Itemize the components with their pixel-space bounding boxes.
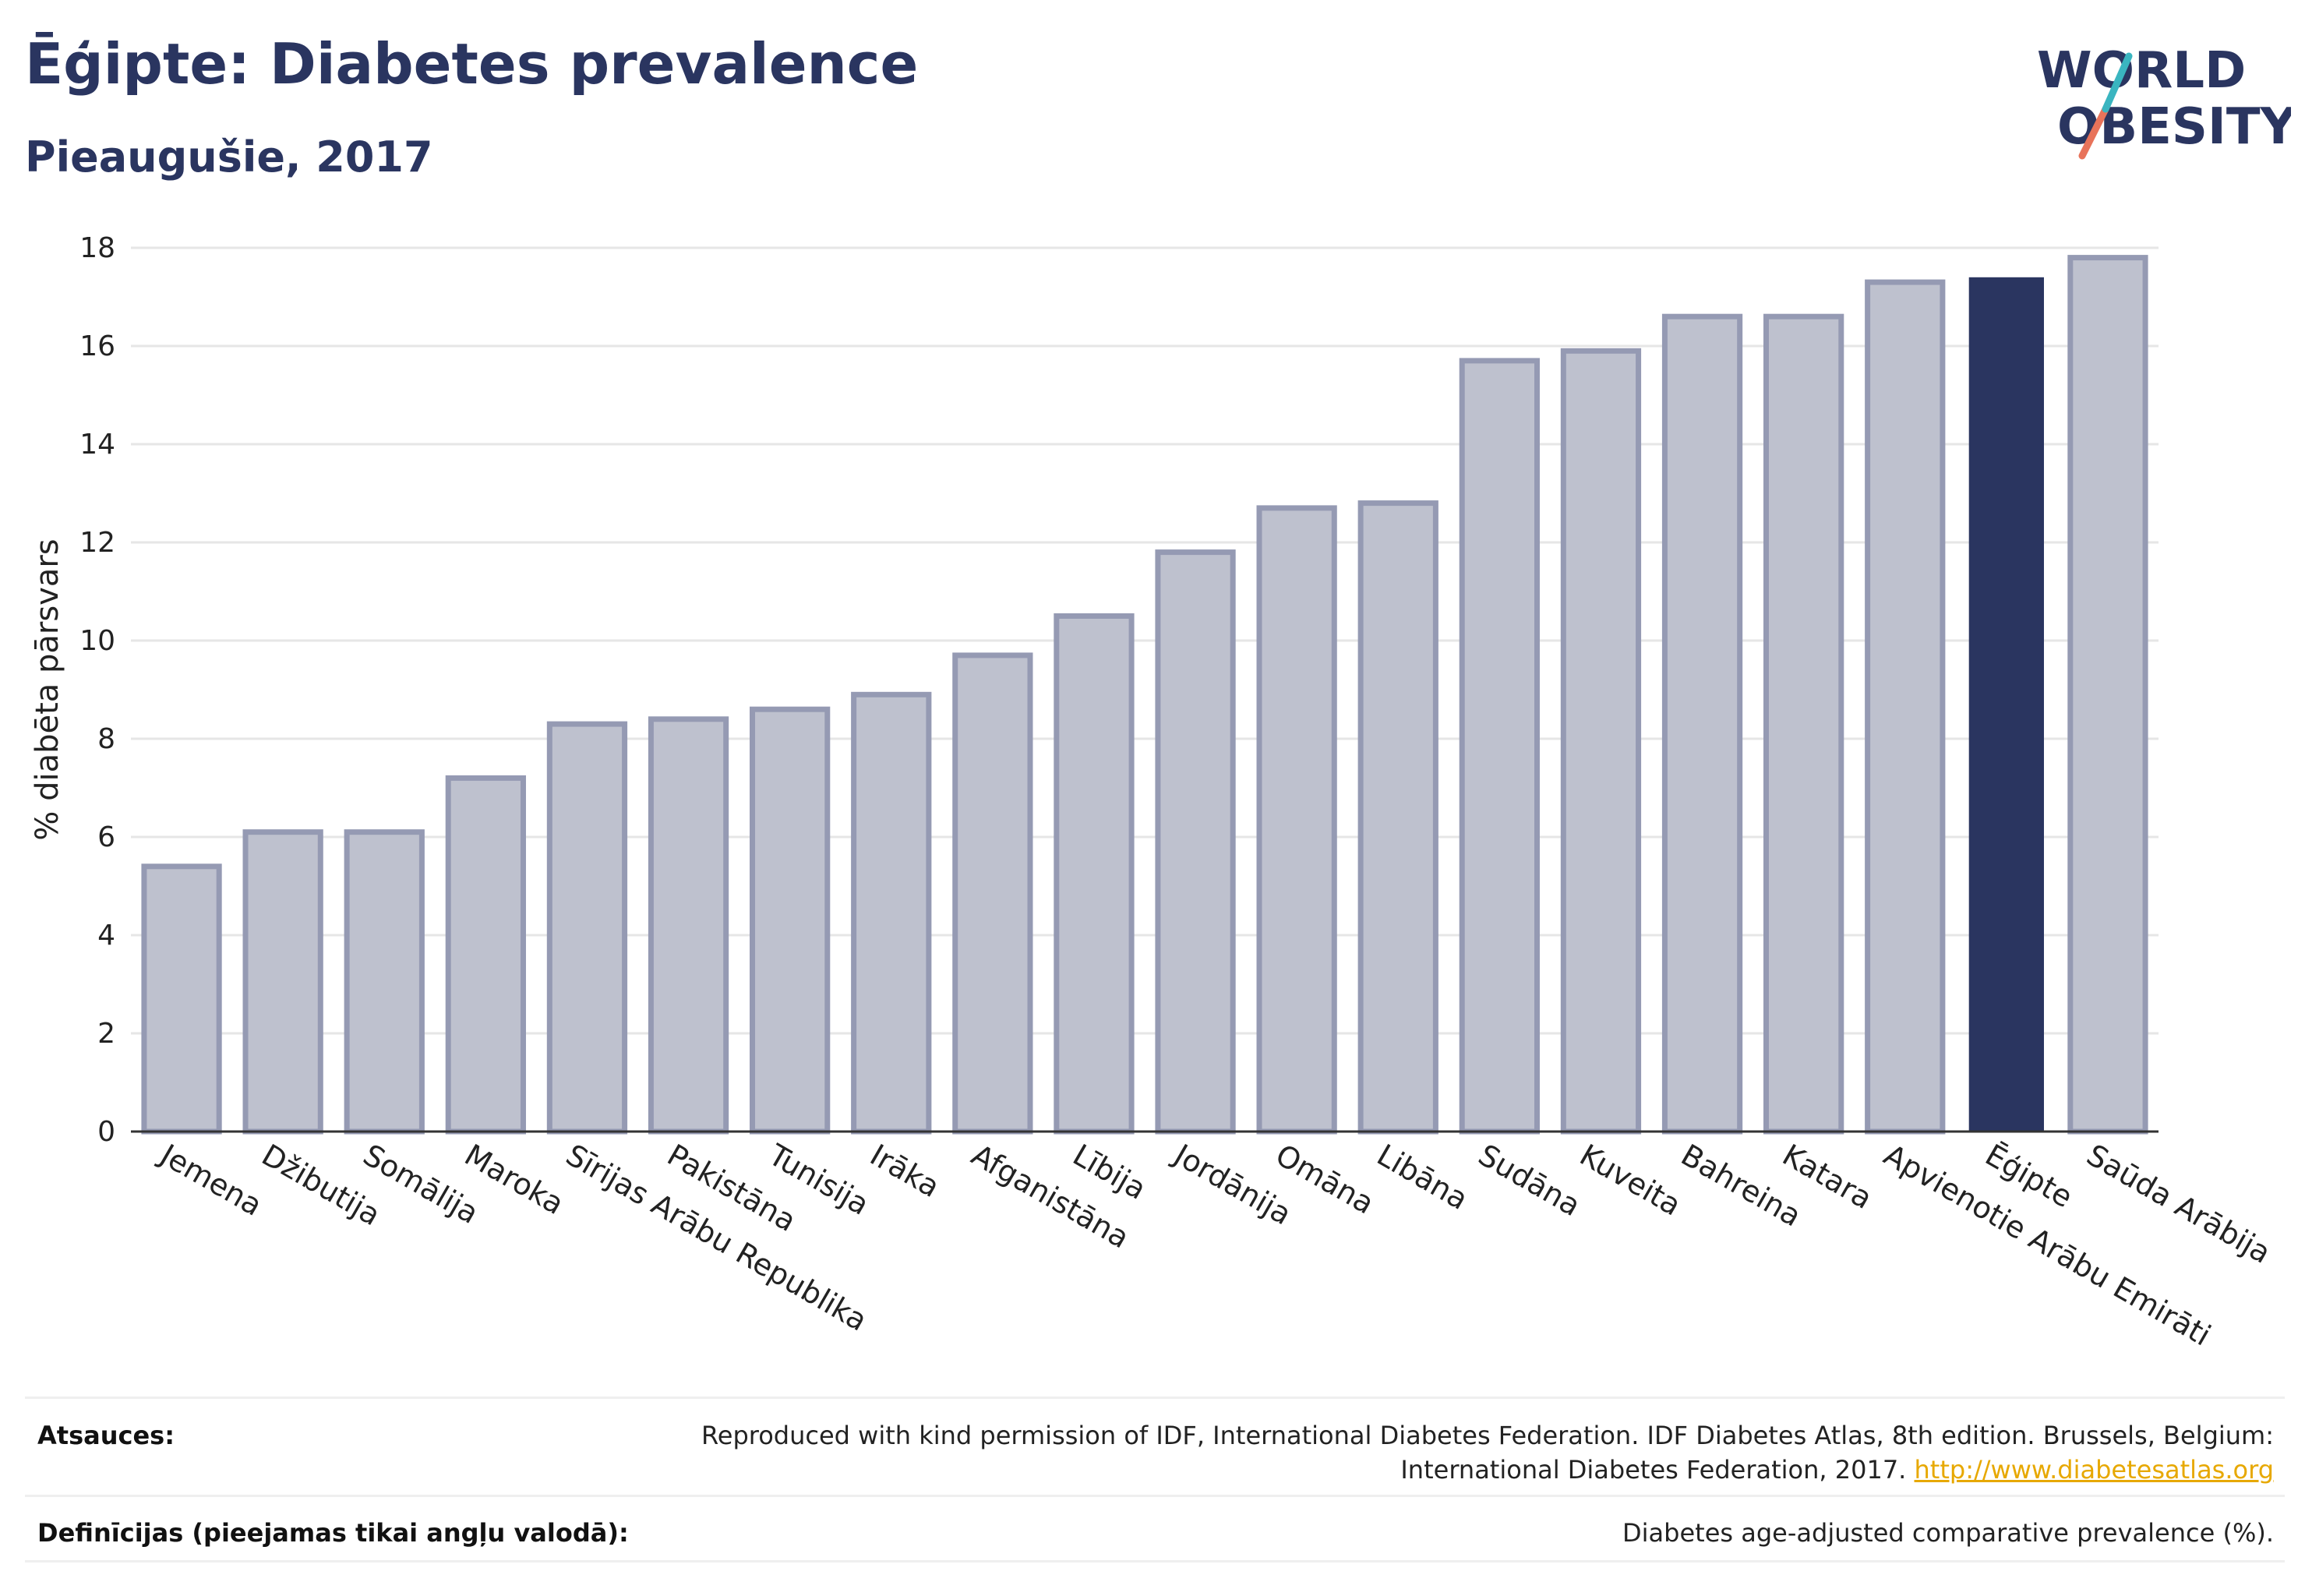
y-tick-label: 14 [79,429,115,461]
bar [1560,348,1642,1135]
y-tick-label: 2 [97,1018,115,1050]
bar [750,706,831,1135]
x-tick-label: Jemena [154,1137,268,1223]
bar [952,652,1033,1135]
definitions-text: Diabetes age-adjusted comparative preval… [1622,1518,2274,1548]
svg-text:WORLD: WORLD [2037,42,2246,100]
bar [1357,500,1438,1135]
sources-text: Reproduced with kind permission of IDF, … [701,1418,2274,1487]
bar [851,691,932,1135]
sources-line-2: International Diabetes Federation, 2017.… [701,1453,2274,1487]
x-tick-label: Jordānija [1167,1137,1297,1232]
bar [1054,613,1135,1135]
page-subtitle: Pieaugušie, 2017 [25,132,433,182]
bar [242,829,323,1135]
bar [1968,277,2044,1132]
bar [1865,279,1946,1135]
bar [141,863,222,1135]
y-tick-label: 8 [97,723,115,755]
sources-line-2-text: International Diabetes Federation, 2017. [1400,1455,1907,1485]
y-tick-label: 6 [97,821,115,853]
x-tick-label: Sudāna [1473,1138,1587,1223]
y-tick-label: 0 [97,1116,115,1148]
page-title: Ēģipte: Diabetes prevalence [25,31,919,97]
sources-line-1: Reproduced with kind permission of IDF, … [701,1421,2274,1450]
bar [1661,313,1743,1135]
bar [1763,313,1844,1135]
x-tick-label: Irāka [864,1138,945,1204]
y-tick-label: 4 [97,920,115,952]
x-tick-label: Saūda Arābija [2081,1138,2276,1270]
bar [1155,549,1236,1135]
sources-link[interactable]: http://www.diabetesatlas.org [1914,1455,2274,1485]
y-tick-label: 10 [79,625,115,657]
x-tick-label: Libāna [1371,1138,1474,1216]
bar [445,775,526,1135]
world-obesity-logo: WORLD OBESITY [2037,42,2291,160]
y-axis-label: % diabēta pārsvars [30,538,65,840]
bar [648,716,729,1135]
bar [344,829,425,1135]
bar [2067,255,2148,1135]
y-tick-label: 18 [79,232,115,264]
bar [1459,358,1540,1135]
y-tick-label: 16 [79,330,115,362]
definitions-label: Definīcijas (pieejamas tikai angļu valod… [37,1518,629,1548]
y-tick-label: 12 [79,527,115,559]
sources-label: Atsauces: [37,1421,175,1450]
footer-divider [25,1495,2285,1497]
bar [546,721,628,1135]
x-tick-label: Kuveita [1574,1138,1687,1223]
footer-divider [25,1396,2285,1399]
footer-divider [25,1560,2285,1562]
bar [1256,505,1337,1135]
